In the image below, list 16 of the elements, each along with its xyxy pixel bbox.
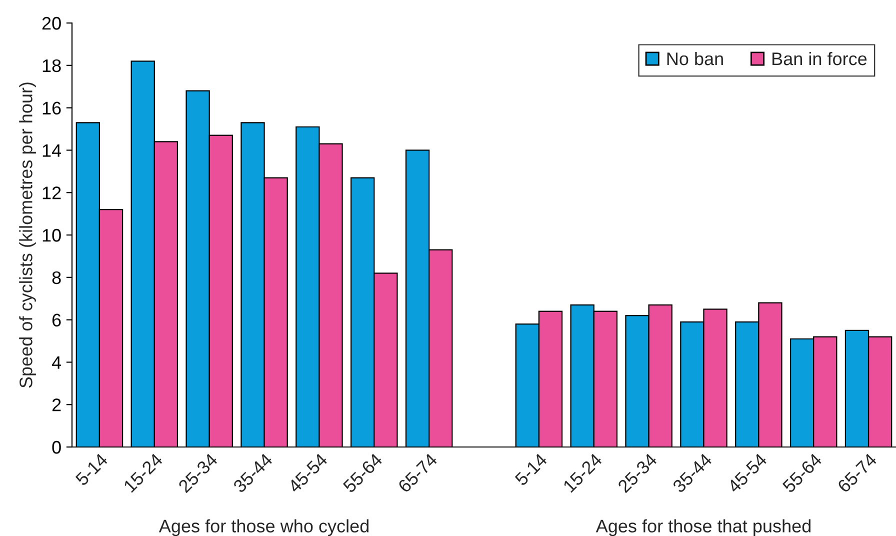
- y-tick-label: 0: [52, 440, 61, 454]
- text: Ages for those that pushed: [596, 519, 810, 536]
- y-tick-label: 2: [52, 398, 61, 412]
- y-tick-label: 20: [42, 16, 61, 30]
- text: Ages for those who cycled: [158, 519, 368, 536]
- y-axis-title: Speed of cyclists (kilometres per hour): [19, 82, 36, 388]
- legend-label: Ban in force: [772, 52, 867, 66]
- y-tick-label: 8: [52, 271, 61, 284]
- y-tick-label: 10: [42, 228, 61, 242]
- legend-label: No ban: [667, 52, 723, 66]
- y-tick-label: 16: [42, 102, 61, 115]
- y-tick-label: 6: [52, 314, 61, 327]
- y-tick-label: 12: [42, 186, 61, 200]
- y-tick-label: 14: [42, 144, 62, 157]
- y-tick-label: 18: [42, 59, 61, 72]
- y-tick-label: 4: [52, 356, 62, 369]
